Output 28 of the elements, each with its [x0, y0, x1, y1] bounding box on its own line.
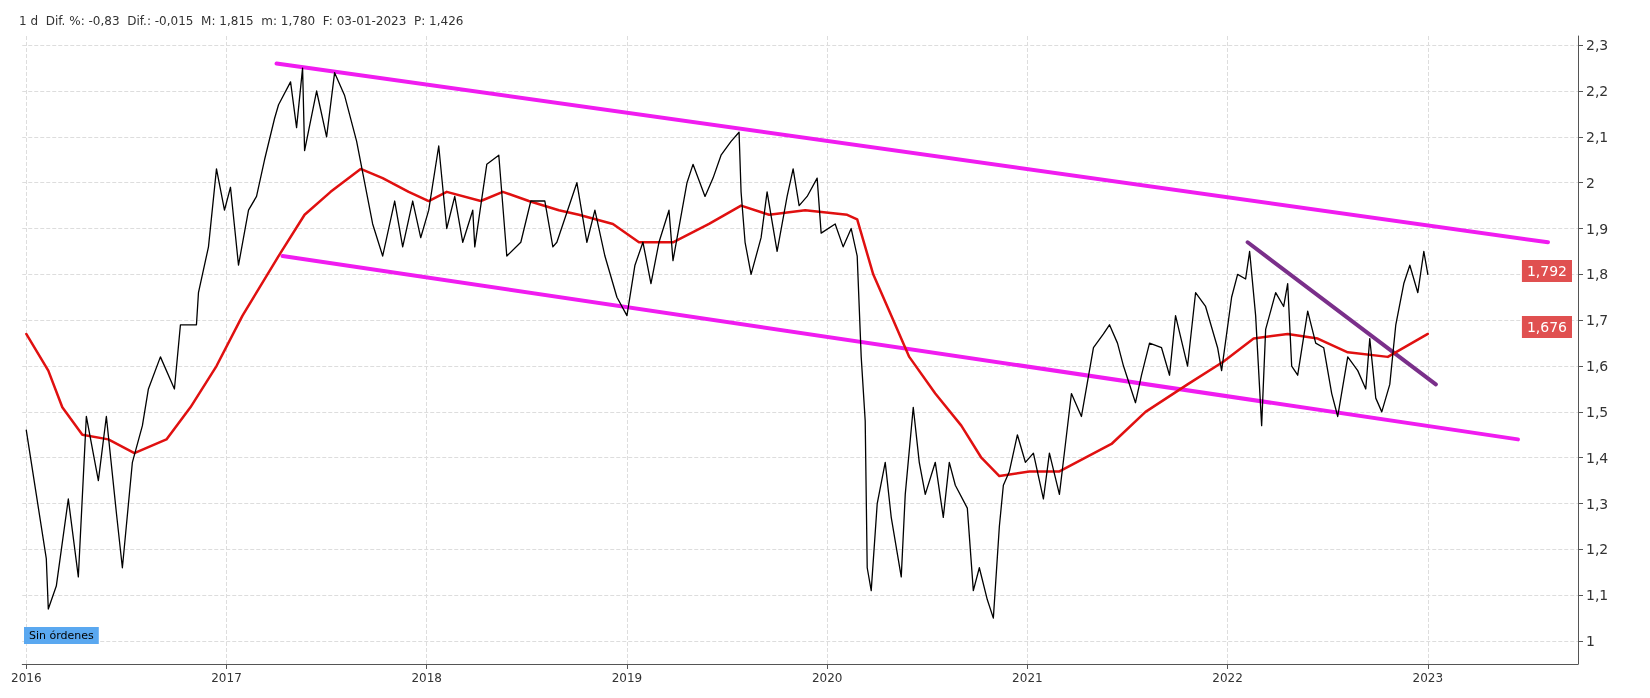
annotation: 1,676	[1526, 319, 1568, 335]
y-tick-label: 1,5	[1586, 403, 1609, 420]
line-series	[25, 167, 1430, 478]
y-tick-label: 2,2	[1586, 83, 1609, 100]
x-tick-label: 2021	[1012, 671, 1043, 685]
y-tick-label: 1,1	[1586, 587, 1609, 604]
chart-title: 1 d Dif. %: -0,83 Dif.: -0,015 M: 1,815 m: 1,780 F: 03-01-2023 P: 1,426	[19, 14, 464, 28]
line-series	[25, 67, 1429, 619]
x-tick-label: 2020	[811, 671, 843, 685]
x-tick-label: 2016	[11, 671, 42, 685]
y-tick-label: 2,1	[1586, 128, 1609, 145]
x-tick-label: 2023	[1412, 671, 1444, 685]
annotation: 1,792	[1526, 263, 1568, 279]
y-tick-label: 1,8	[1586, 266, 1609, 283]
y-tick-label: 1,4	[1586, 449, 1609, 466]
y-tick-label: 1,7	[1586, 312, 1609, 329]
y-tick-label: 1,2	[1586, 541, 1609, 558]
annotation: Sin órdenes	[29, 629, 95, 642]
x-tick-label: 2018	[411, 671, 442, 685]
y-tick-label: 1,3	[1586, 495, 1609, 512]
y-tick-label: 2	[1586, 174, 1595, 191]
y-tick-label: 1,9	[1586, 220, 1609, 237]
x-tick-label: 2017	[211, 671, 242, 685]
x-tick-label: 2022	[1212, 671, 1243, 685]
x-tick-label: 2019	[611, 671, 643, 685]
y-tick-label: 1	[1586, 633, 1595, 650]
y-tick-label: 1,6	[1586, 358, 1609, 375]
y-tick-label: 2,3	[1586, 37, 1609, 54]
